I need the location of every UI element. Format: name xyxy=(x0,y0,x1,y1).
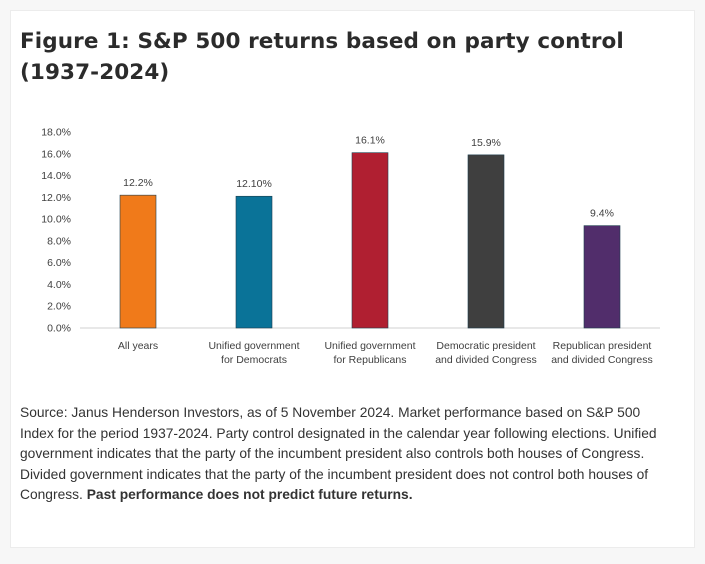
y-tick-label: 10.0% xyxy=(41,214,71,226)
category-label: for Democrats xyxy=(221,354,287,366)
bar xyxy=(235,195,273,329)
data-label: 15.9% xyxy=(471,137,501,149)
data-label: 9.4% xyxy=(590,208,614,220)
bar xyxy=(583,225,621,329)
bar xyxy=(351,152,389,329)
category-label: and divided Congress xyxy=(551,354,653,366)
data-label: 12.2% xyxy=(123,177,153,189)
y-tick-label: 6.0% xyxy=(47,257,71,269)
bar xyxy=(119,194,157,329)
y-tick-label: 2.0% xyxy=(47,301,71,313)
category-label: and divided Congress xyxy=(435,354,537,366)
y-tick-label: 18.0% xyxy=(41,127,71,139)
y-tick-label: 16.0% xyxy=(41,148,71,160)
y-tick-label: 0.0% xyxy=(47,323,71,335)
figure-title: Figure 1: S&P 500 returns based on party… xyxy=(20,29,624,85)
source-note: Source: Janus Henderson Investors, as of… xyxy=(20,403,670,506)
category-label: Unified government xyxy=(324,340,415,352)
y-tick-label: 8.0% xyxy=(47,235,71,247)
y-tick-label: 12.0% xyxy=(41,192,71,204)
category-label: for Republicans xyxy=(334,354,407,366)
source-text: Source: Janus Henderson Investors, as of… xyxy=(20,405,657,502)
category-label: All years xyxy=(118,340,158,352)
source-disclaimer: Past performance does not predict future… xyxy=(86,487,413,502)
y-tick-label: 4.0% xyxy=(47,279,71,291)
data-label: 12.10% xyxy=(236,178,272,190)
category-label: Republican president xyxy=(553,340,652,352)
y-tick-label: 14.0% xyxy=(41,170,71,182)
category-label: Unified government xyxy=(208,340,299,352)
bar xyxy=(467,154,505,329)
data-label: 16.1% xyxy=(355,135,385,147)
category-label: Democratic president xyxy=(436,340,535,352)
bar-chart: 0.0% 2.0% 4.0% 6.0% 8.0% 10.0% 12.0% 14.0% 16.0%… xyxy=(41,127,660,366)
